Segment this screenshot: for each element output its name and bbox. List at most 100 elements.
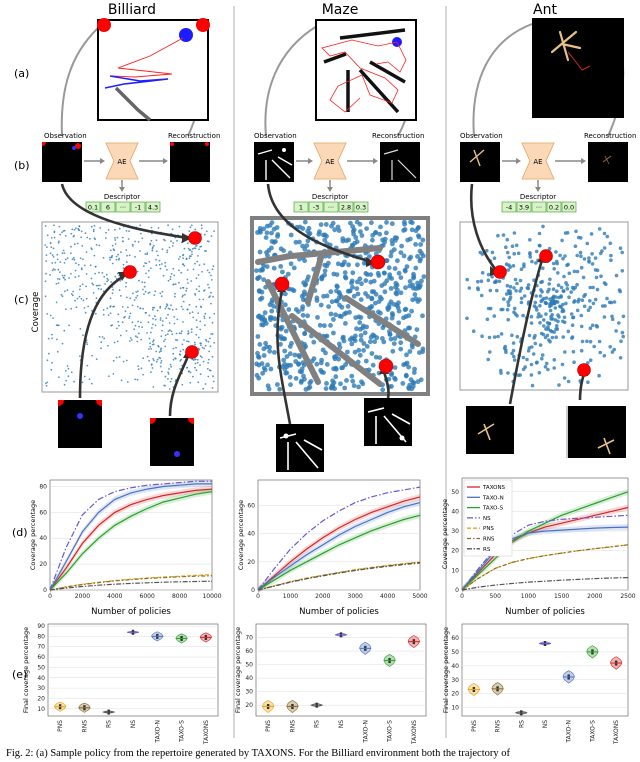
coverage-point xyxy=(533,341,538,346)
coverage-point xyxy=(105,231,107,234)
coverage-point xyxy=(140,232,142,235)
y-tick-label: 30 xyxy=(37,685,45,692)
descriptor-cell xyxy=(115,201,131,213)
coverage-point xyxy=(300,306,305,312)
coverage-point xyxy=(89,237,91,240)
coverage-point xyxy=(283,302,288,308)
coverage-point xyxy=(485,317,490,322)
coverage-point xyxy=(146,355,149,358)
coverage-point xyxy=(354,219,360,225)
coverage-point xyxy=(307,380,313,386)
coverage-point xyxy=(205,230,208,233)
coverage-point xyxy=(418,377,424,383)
coverage-point xyxy=(154,315,156,318)
coverage-point xyxy=(83,307,86,309)
coverage-point xyxy=(134,240,137,243)
coverage-point xyxy=(288,362,294,368)
coverage-point xyxy=(372,339,378,345)
coverage-point xyxy=(281,357,287,363)
coverage-point xyxy=(50,368,53,371)
coverage-point xyxy=(420,313,425,319)
coverage-point xyxy=(407,325,412,331)
coverage-point xyxy=(176,318,179,321)
coverage-point xyxy=(519,296,524,301)
coverage-point xyxy=(71,294,74,297)
coverage-point xyxy=(396,270,402,276)
coverage-point xyxy=(172,267,175,270)
coverage-point xyxy=(541,224,545,229)
coverage-point xyxy=(170,273,173,275)
coverage-point xyxy=(400,381,406,386)
coverage-point xyxy=(109,312,112,315)
column-title-maze: Maze xyxy=(322,2,359,18)
coverage-point xyxy=(167,371,170,374)
billiard-violin-chart: 10 20 30 40 50 60 70 80 90 PNS RNS RS NS TAXO-N TAXO-S… xyxy=(22,623,219,745)
coverage-point xyxy=(152,339,155,342)
coverage-point xyxy=(555,289,559,294)
coverage-point xyxy=(358,333,364,338)
coverage-point xyxy=(159,348,162,351)
coverage-point xyxy=(118,324,120,327)
coverage-point xyxy=(526,349,531,353)
coverage-point xyxy=(209,345,212,348)
coverage-point xyxy=(479,279,484,284)
coverage-point xyxy=(188,249,191,252)
coverage-point xyxy=(203,317,206,320)
y-tick-label: 50 xyxy=(451,649,459,656)
coverage-point xyxy=(118,289,121,292)
coverage-point xyxy=(121,306,124,308)
coverage-point xyxy=(190,328,193,331)
coverage-point xyxy=(61,274,64,277)
coverage-point xyxy=(305,274,311,280)
coverage-point xyxy=(302,331,308,336)
coverage-point xyxy=(165,303,168,305)
coverage-point xyxy=(495,288,499,293)
billiard-coverage-map xyxy=(41,221,219,393)
coverage-point xyxy=(137,320,140,323)
coverage-point xyxy=(74,269,77,272)
coverage-point xyxy=(120,251,122,254)
coverage-point xyxy=(195,305,198,308)
coverage-point xyxy=(573,244,578,248)
coverage-point xyxy=(73,228,76,231)
coverage-point xyxy=(153,294,156,296)
coverage-point xyxy=(402,307,408,313)
coverage-point xyxy=(566,379,571,384)
coverage-point xyxy=(542,318,546,322)
coverage-point xyxy=(560,362,565,367)
coverage-point xyxy=(51,333,53,336)
coverage-point xyxy=(148,359,151,362)
coverage-point xyxy=(413,242,418,247)
coverage-point xyxy=(562,320,567,325)
coverage-point xyxy=(45,272,47,275)
coverage-point xyxy=(269,230,274,236)
coverage-point xyxy=(150,239,153,242)
legend-entry: PNS xyxy=(483,526,494,532)
coverage-point xyxy=(608,345,612,349)
coverage-point xyxy=(52,268,55,270)
coverage-point xyxy=(356,347,362,353)
coverage-point xyxy=(409,308,414,314)
coverage-point xyxy=(575,282,579,287)
coverage-point xyxy=(136,378,139,381)
coverage-point xyxy=(587,259,591,263)
coverage-point xyxy=(61,342,64,345)
coverage-point xyxy=(64,258,67,261)
coverage-point xyxy=(101,336,104,338)
coverage-point xyxy=(387,274,392,280)
coverage-point xyxy=(307,384,313,390)
coverage-point xyxy=(46,246,48,249)
coverage-point xyxy=(585,339,589,344)
coverage-point xyxy=(501,233,506,237)
coverage-point xyxy=(190,331,193,333)
ant-coverage-map xyxy=(459,221,629,391)
coverage-point xyxy=(61,252,64,255)
category-label: PNS xyxy=(57,720,64,732)
y-tick-label: 30 xyxy=(451,677,459,684)
coverage-point xyxy=(146,332,148,334)
coverage-point xyxy=(207,358,210,361)
coverage-point xyxy=(499,371,503,375)
coverage-point xyxy=(572,269,577,274)
coverage-point xyxy=(359,233,365,238)
coverage-point xyxy=(57,324,60,327)
